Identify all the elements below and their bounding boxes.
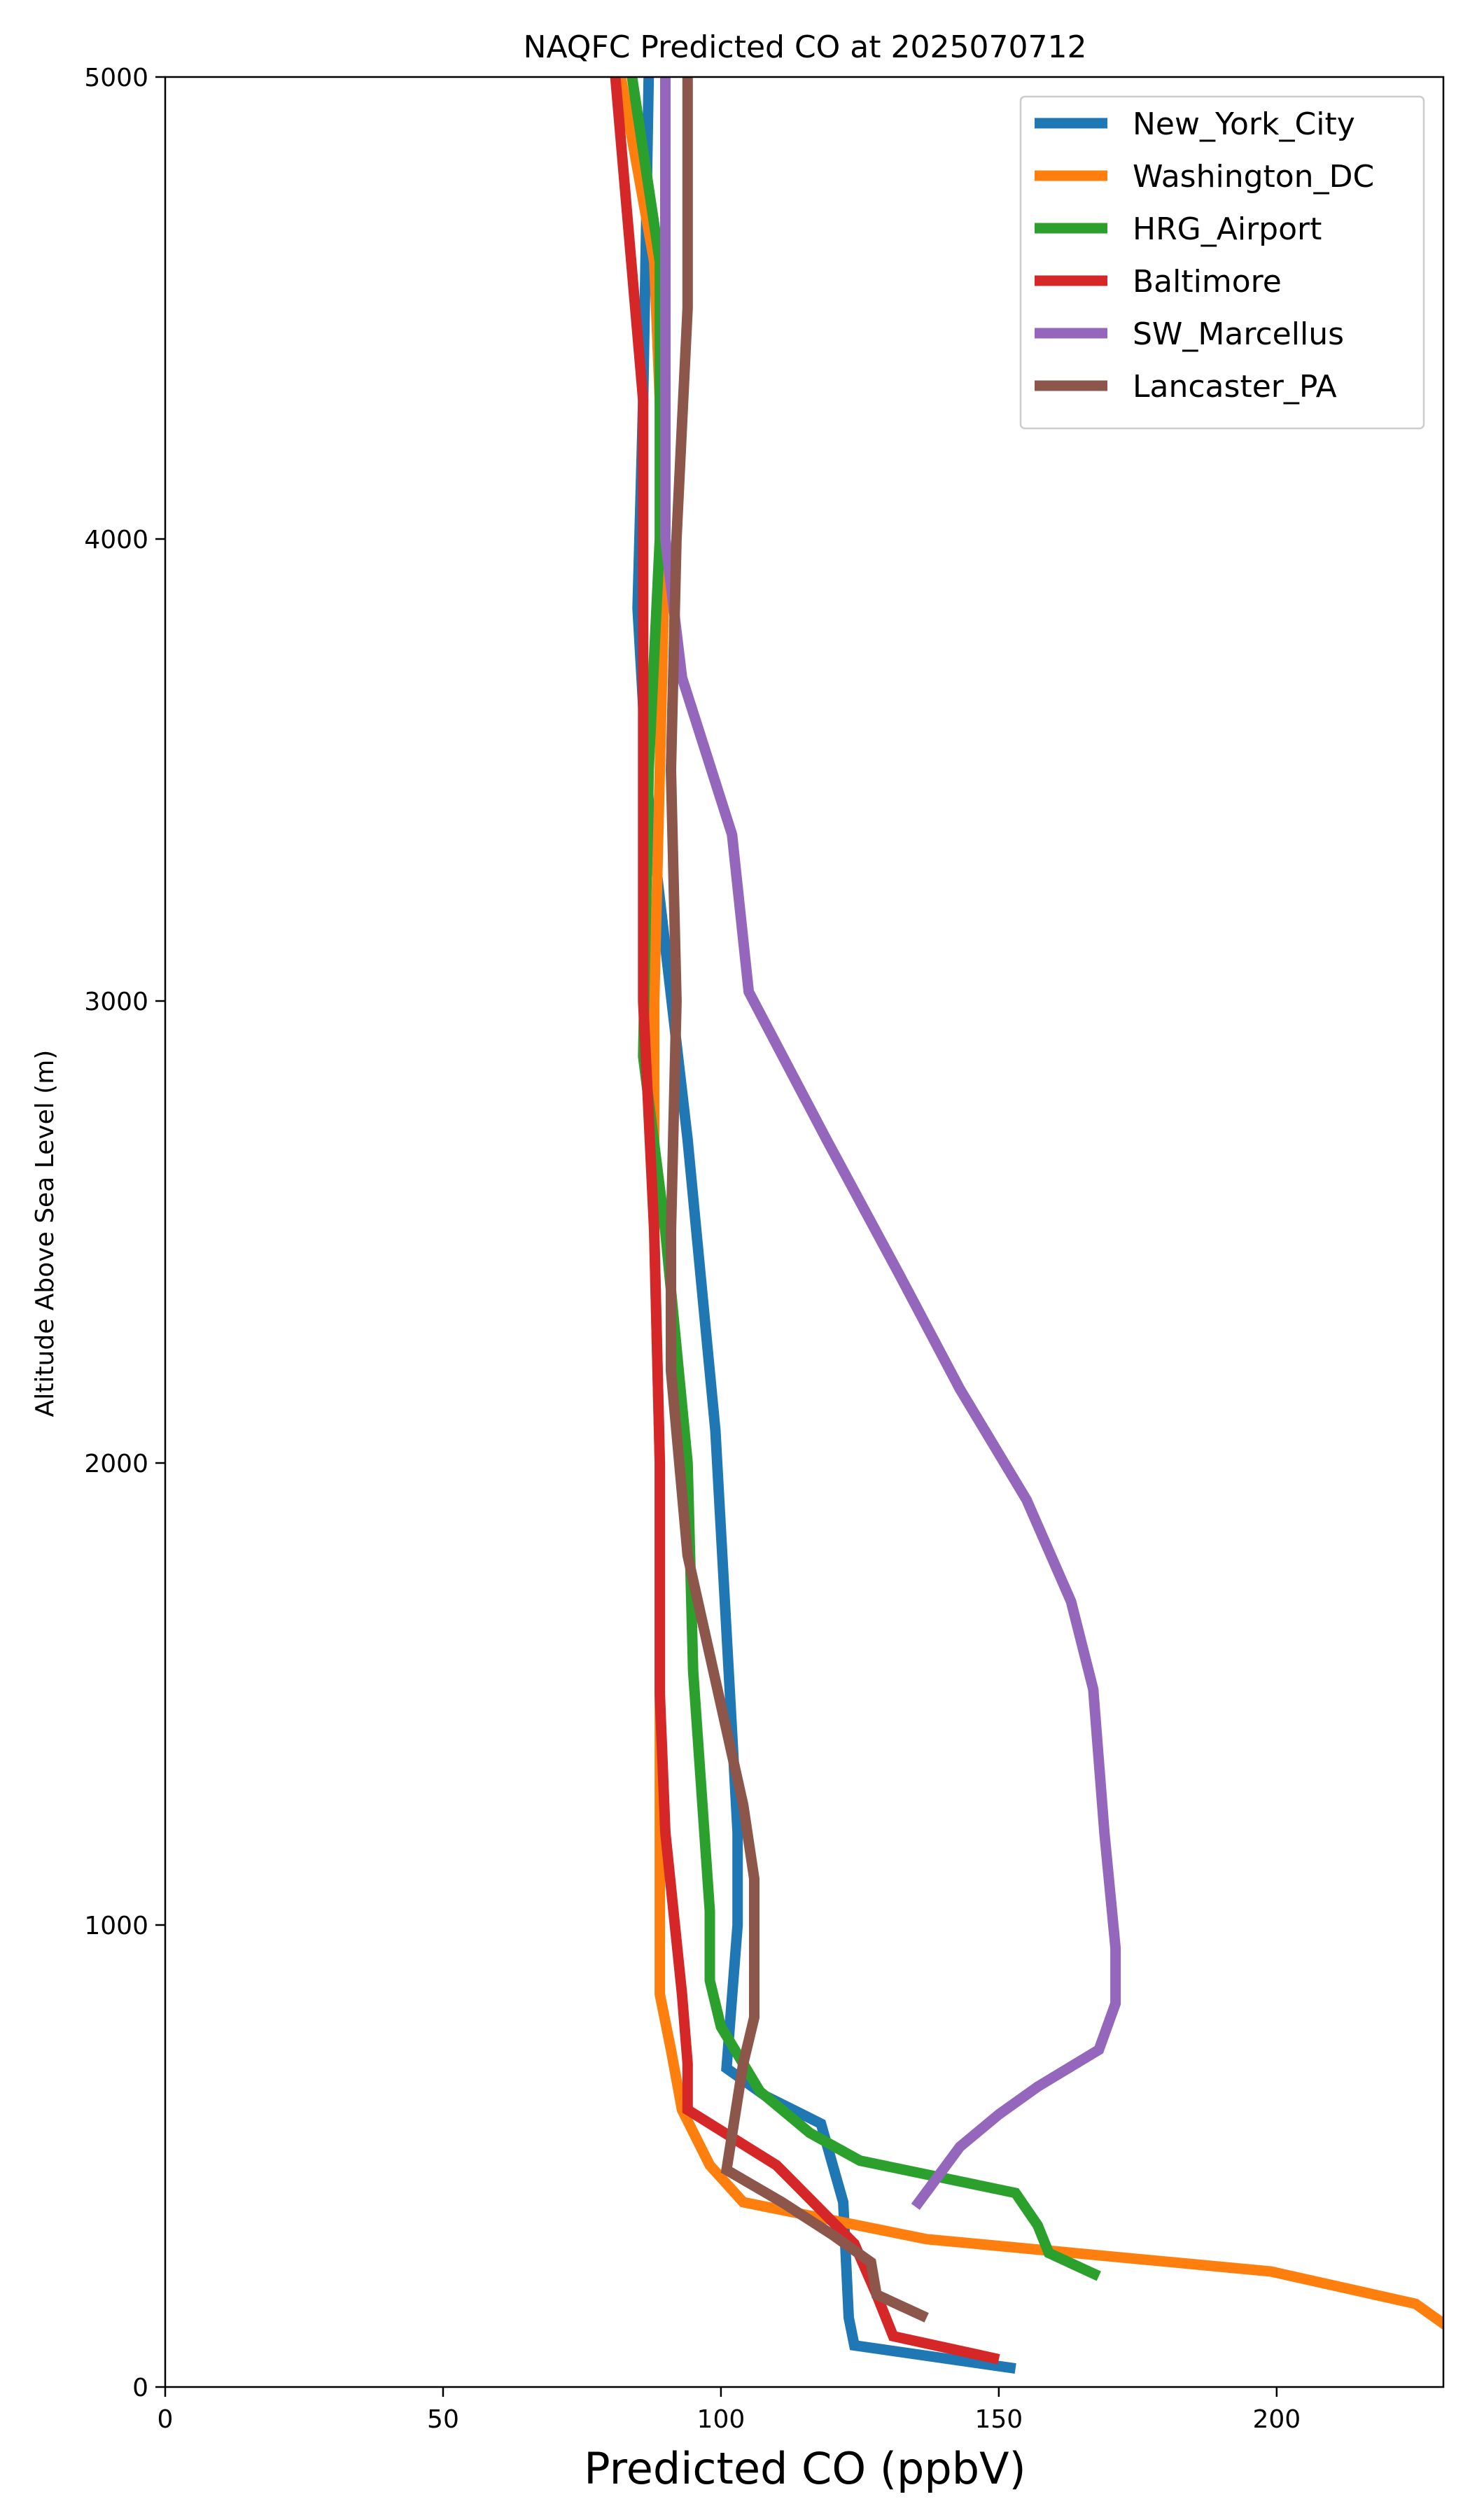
y-axis-label: Altitude Above Sea Level (m) — [31, 1050, 59, 1418]
x-tick-label: 100 — [697, 2405, 746, 2434]
series-line-sw-marcellus — [660, 77, 1121, 2211]
legend-label-lancaster-pa: Lancaster_PA — [1133, 369, 1337, 405]
y-tick-label: 1000 — [84, 1912, 148, 1940]
legend-label-baltimore: Baltimore — [1133, 264, 1282, 300]
legend: New_York_City Washington_DC HRG_Airport Bal… — [1019, 95, 1425, 430]
plot-frame — [164, 76, 1445, 2388]
y-tick-label: 4000 — [84, 526, 148, 554]
y-axis: 0 1000 2000 3000 4000 5000 — [84, 64, 165, 2402]
x-tick-label: 150 — [975, 2405, 1023, 2434]
x-axis: 0 50 100 150 200 — [158, 2387, 1301, 2434]
legend-label-sw-marcellus: SW_Marcellus — [1133, 316, 1344, 352]
legend-box — [1019, 95, 1425, 430]
legend-label-washington-dc: Washington_DC — [1133, 159, 1374, 195]
x-tick-label: 200 — [1252, 2405, 1301, 2434]
chart-title: NAQFC Predicted CO at 2025070712 — [524, 29, 1087, 65]
x-axis-label: Predicted CO (ppbV) — [584, 2443, 1026, 2494]
y-tick-label: 5000 — [84, 64, 148, 92]
plot-lines — [610, 77, 1443, 2374]
series-line-lancaster-pa — [665, 77, 929, 2323]
x-tick-label: 0 — [158, 2405, 174, 2434]
series-line-washington-dc — [615, 77, 1443, 2330]
legend-label-hrg-airport: HRG_Airport — [1133, 211, 1322, 247]
x-tick-label: 50 — [427, 2405, 459, 2434]
y-tick-label: 3000 — [84, 988, 148, 1016]
y-tick-label: 2000 — [84, 1450, 148, 1478]
y-tick-label: 0 — [132, 2374, 148, 2402]
legend-label-new-york-city: New_York_City — [1133, 106, 1355, 142]
series-line-hrg-airport — [626, 77, 1101, 2281]
